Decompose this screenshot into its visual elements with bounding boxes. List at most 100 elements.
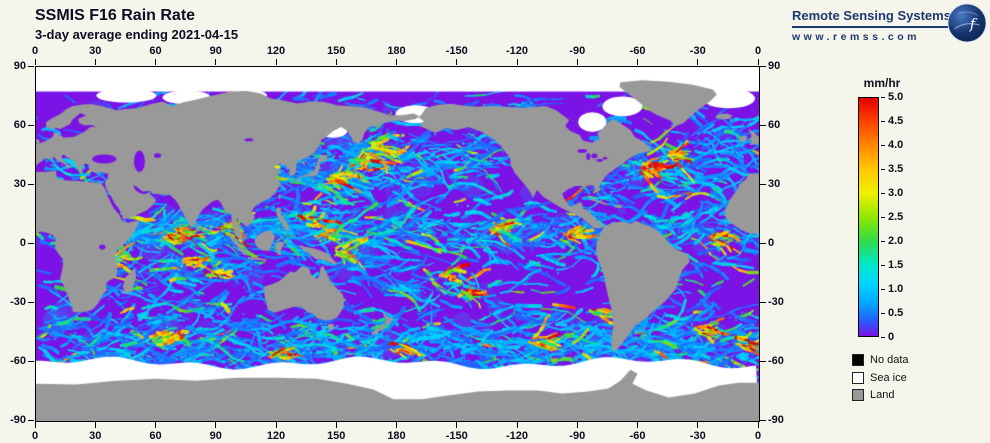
lon-tick-mark-top — [34, 59, 36, 65]
lat-tick-label-left: 60 — [13, 119, 26, 131]
lon-tick-mark-bottom — [697, 422, 699, 428]
legend-swatch-land — [852, 389, 864, 401]
lon-tick-label-top: 0 — [31, 45, 39, 57]
lat-tick-label-left: -30 — [10, 296, 26, 308]
colorbar-tick-mark — [881, 120, 885, 122]
lon-tick-label-bottom: -120 — [505, 430, 529, 442]
colorbar-units: mm/hr — [863, 76, 901, 90]
lon-tick-mark-top — [576, 59, 578, 65]
lat-tick-label-left: 30 — [13, 178, 26, 190]
branding: Remote Sensing Systems www.remss.com — [792, 8, 952, 43]
lon-tick-mark-bottom — [516, 422, 518, 428]
lon-tick-mark-bottom — [396, 422, 397, 428]
colorbar — [858, 97, 879, 337]
colorbar-tick-label: 4.0 — [888, 139, 904, 151]
lat-tick-label-left: 0 — [19, 237, 26, 249]
lon-tick-mark-bottom — [456, 422, 458, 428]
lat-tick-label-right: 60 — [768, 119, 781, 131]
lon-tick-label-top: -90 — [569, 45, 586, 57]
lon-tick-label-bottom: 60 — [149, 430, 162, 442]
lon-tick-label-bottom: 90 — [209, 430, 222, 442]
colorbar-tick-label: 3.5 — [888, 163, 904, 175]
colorbar-tick-label: 0 — [888, 331, 895, 343]
legend-label: No data — [870, 354, 909, 366]
legend-swatch-no-data — [852, 354, 864, 366]
lon-tick-mark-bottom — [94, 422, 96, 428]
lon-tick-mark-top — [456, 59, 458, 65]
lat-tick-mark-left — [28, 124, 34, 126]
lat-tick-mark-left — [28, 419, 34, 421]
lon-tick-label-top: -120 — [505, 45, 529, 57]
lon-tick-label-bottom: -30 — [689, 430, 706, 442]
lon-tick-mark-bottom — [757, 422, 759, 428]
svg-text:f: f — [969, 17, 978, 33]
lon-tick-label-bottom: 30 — [89, 430, 102, 442]
lon-tick-label-top: 60 — [149, 45, 162, 57]
lon-tick-mark-top — [94, 59, 96, 65]
lat-tick-mark-left — [28, 183, 34, 185]
lat-tick-label-left: -90 — [10, 414, 26, 426]
colorbar-tick-mark — [881, 216, 885, 218]
lon-tick-label-top: -60 — [629, 45, 646, 57]
colorbar-tick-mark — [881, 192, 885, 194]
lon-tick-label-bottom: -60 — [629, 430, 646, 442]
colorbar-tick-label: 1.5 — [888, 259, 904, 271]
brand-url: www.remss.com — [792, 31, 920, 43]
lat-tick-label-left: -60 — [10, 355, 26, 367]
lon-tick-label-top: 150 — [327, 45, 346, 57]
lon-tick-label-bottom: 120 — [266, 430, 286, 442]
lat-tick-label-right: -90 — [768, 414, 784, 426]
colorbar-tick-label: 3.0 — [888, 187, 904, 199]
lon-tick-mark-bottom — [275, 422, 277, 428]
lon-tick-mark-bottom — [637, 422, 638, 428]
lat-tick-mark-left — [28, 65, 34, 67]
map-frame — [35, 66, 760, 422]
lat-tick-label-right: 90 — [768, 60, 781, 72]
lon-tick-mark-top — [215, 59, 217, 65]
colorbar-tick-mark — [881, 96, 885, 98]
lat-tick-mark-right — [760, 301, 766, 303]
lat-tick-label-right: 30 — [768, 178, 781, 190]
lat-tick-mark-right — [760, 124, 766, 126]
lon-tick-label-bottom: 150 — [327, 430, 346, 442]
lat-tick-mark-left — [28, 301, 34, 303]
lon-tick-mark-bottom — [155, 422, 156, 428]
rain-rate-map — [36, 67, 759, 421]
lat-tick-mark-right — [760, 65, 766, 67]
lat-tick-mark-left — [28, 360, 34, 362]
lon-tick-mark-bottom — [576, 422, 578, 428]
page-title: SSMIS F16 Rain Rate — [35, 7, 196, 24]
lon-tick-mark-bottom — [335, 422, 337, 428]
page-subtitle: 3-day average ending 2021-04-15 — [35, 27, 239, 42]
legend-swatch-sea-ice — [852, 371, 864, 384]
lon-tick-mark-top — [275, 59, 277, 65]
colorbar-tick-label: 4.5 — [888, 115, 904, 127]
colorbar-tick-label: 2.5 — [888, 211, 904, 223]
colorbar-tick-label: 1.0 — [888, 283, 904, 295]
lon-tick-label-top: -30 — [689, 45, 706, 57]
colorbar-tick-mark — [881, 168, 885, 170]
colorbar-tick-label: 0.5 — [888, 307, 904, 319]
lon-tick-label-top: 90 — [209, 45, 222, 57]
colorbar-tick-label: 2.0 — [888, 235, 904, 247]
colorbar-tick-mark — [881, 336, 885, 338]
lat-tick-mark-right — [760, 242, 766, 244]
lat-tick-label-right: -30 — [768, 296, 784, 308]
lat-tick-label-right: 0 — [768, 237, 775, 249]
lat-tick-label-left: 90 — [13, 60, 26, 72]
lon-tick-label-bottom: 180 — [387, 430, 406, 442]
brand-divider — [792, 26, 952, 28]
lon-tick-label-bottom: -150 — [445, 430, 468, 442]
lon-tick-label-bottom: 0 — [754, 430, 762, 442]
lon-tick-mark-top — [396, 59, 397, 65]
lat-tick-mark-right — [760, 360, 766, 362]
lon-tick-label-top: -150 — [445, 45, 468, 57]
lon-tick-mark-top — [697, 59, 699, 65]
lon-tick-mark-top — [516, 59, 518, 65]
colorbar-tick-mark — [881, 312, 885, 314]
legend-label: Land — [870, 389, 895, 401]
lon-tick-mark-bottom — [34, 422, 36, 428]
lon-tick-mark-top — [637, 59, 638, 65]
lon-tick-mark-bottom — [215, 422, 217, 428]
